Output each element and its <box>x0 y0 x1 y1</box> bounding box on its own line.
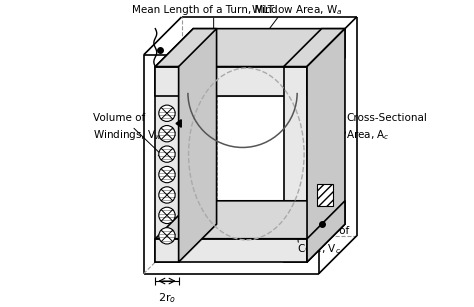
Bar <box>155 239 307 262</box>
Circle shape <box>159 146 175 162</box>
Bar <box>179 96 283 239</box>
Bar <box>317 184 333 206</box>
Text: Window Area, W$_{a}$: Window Area, W$_{a}$ <box>251 3 343 17</box>
Circle shape <box>159 166 175 183</box>
Text: Windings, V$_{w}$: Windings, V$_{w}$ <box>92 128 162 142</box>
Polygon shape <box>179 29 217 262</box>
Circle shape <box>159 126 175 142</box>
Text: Volume of: Volume of <box>297 227 349 236</box>
Bar <box>283 67 307 262</box>
Text: Cross-Sectional: Cross-Sectional <box>346 113 427 122</box>
Polygon shape <box>155 201 345 239</box>
Polygon shape <box>307 29 345 262</box>
Polygon shape <box>307 201 345 262</box>
Polygon shape <box>155 29 217 67</box>
Polygon shape <box>155 29 345 67</box>
Text: Volume of: Volume of <box>92 113 145 122</box>
Bar <box>155 67 307 96</box>
Text: Area, A$_{c}$: Area, A$_{c}$ <box>346 128 390 142</box>
Bar <box>155 67 179 262</box>
Polygon shape <box>283 29 345 67</box>
Polygon shape <box>176 120 181 127</box>
Polygon shape <box>307 29 345 96</box>
Circle shape <box>159 187 175 203</box>
Text: Mean Length of a Turn, MLT: Mean Length of a Turn, MLT <box>132 5 274 15</box>
Text: 2r$_{o}$: 2r$_{o}$ <box>158 291 176 305</box>
Circle shape <box>159 207 175 223</box>
Text: Core, V$_{c}$: Core, V$_{c}$ <box>297 242 341 256</box>
Circle shape <box>159 228 175 244</box>
Circle shape <box>159 105 175 122</box>
